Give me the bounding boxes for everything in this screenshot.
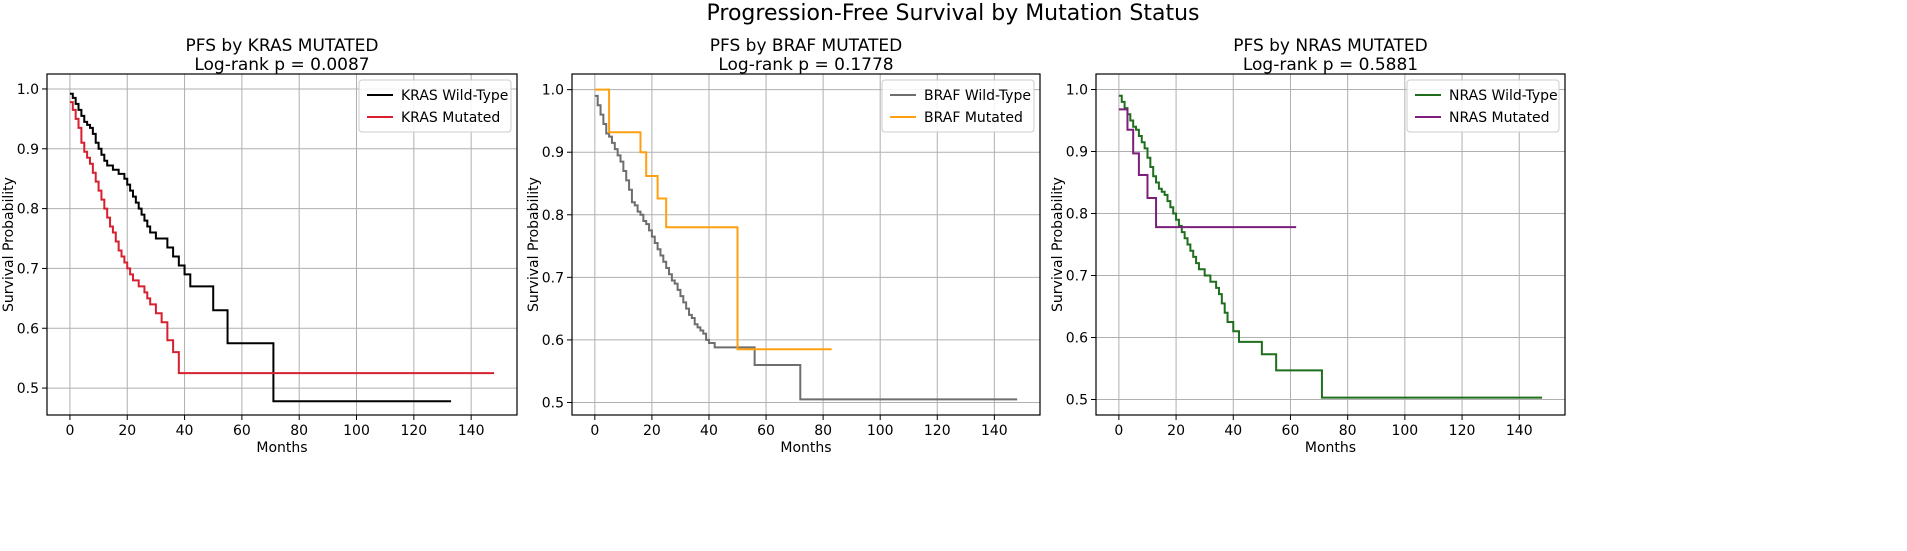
panel-2-legend-label-nras-mutated: NRAS Mutated [1449, 110, 1550, 126]
panel-0-xtick-label-60: 60 [233, 423, 251, 439]
panel-1-xtick-label-100: 100 [867, 423, 894, 439]
panel-2-frame [1095, 73, 1566, 416]
panel-2-legend-label-nras-wild-type: NRAS Wild-Type [1449, 88, 1558, 104]
panel-1-ytick-label-4: 0.9 [542, 145, 564, 161]
panel-1-pvalue: Log-rank p = 0.1778 [718, 55, 893, 75]
panel-0-ylabel: Survival Probability [1, 177, 17, 312]
panel-2-curve-nras-wild-type [1118, 94, 1543, 399]
panel-1-legend-box [881, 79, 1035, 133]
panel-1-ytick-label-2: 0.7 [542, 270, 564, 286]
panel-2-curve-nras-mutated [1118, 108, 1297, 229]
panel-2-xtick-label-120: 120 [1449, 423, 1476, 439]
panel-0-title: PFS by KRAS MUTATED [186, 36, 379, 56]
panel-1-legend-label-braf-wild-type: BRAF Wild-Type [924, 88, 1031, 104]
panel-0-ytick-label-5: 1.0 [17, 82, 39, 98]
panel-0-xtick-label-40: 40 [176, 423, 194, 439]
panel-2-xtick-label-0: 0 [1114, 423, 1123, 439]
panel-1-xtick-label-0: 0 [590, 423, 599, 439]
panel-0-xtick-label-120: 120 [400, 423, 427, 439]
panel-0-xtick-label-100: 100 [343, 423, 370, 439]
panel-2-xtick-label-80: 80 [1339, 423, 1357, 439]
panel-1-ytick-label-1: 0.6 [542, 333, 564, 349]
panel-2-xtick-label-60: 60 [1282, 423, 1300, 439]
panel-0-xtick-label-140: 140 [458, 423, 485, 439]
panel-0-curve-kras-mutated [69, 101, 495, 375]
figure-suptitle: Progression-Free Survival by Mutation St… [707, 1, 1200, 26]
panel-1-xtick-label-140: 140 [981, 423, 1008, 439]
panel-2-ytick-label-3: 0.8 [1066, 207, 1088, 223]
panel-2-ytick-label-5: 1.0 [1066, 83, 1088, 99]
panel-1-xtick-label-40: 40 [700, 423, 718, 439]
panel-0-ytick-label-0: 0.5 [17, 381, 39, 397]
panel-0-xtick-label-0: 0 [65, 423, 74, 439]
panel-0-ytick-label-1: 0.6 [17, 321, 39, 337]
panel-2-xtick-label-20: 20 [1167, 423, 1185, 439]
panel-1-xtick-label-80: 80 [814, 423, 832, 439]
panel-1-legend: BRAF Wild-Type BRAF Mutated [881, 79, 1035, 133]
panel-1-xtick-label-60: 60 [757, 423, 775, 439]
panel-2-xtick-label-40: 40 [1224, 423, 1242, 439]
panel-1-title: PFS by BRAF MUTATED [710, 36, 902, 56]
panel-2-ylabel: Survival Probability [1050, 177, 1066, 312]
panel-0-legend-label-kras-wild-type: KRAS Wild-Type [401, 88, 508, 104]
panel-1-legend-label-braf-mutated: BRAF Mutated [924, 110, 1023, 126]
panel-0-curve-kras-wild-type [69, 92, 452, 403]
panel-0-legend: KRAS Wild-Type KRAS Mutated [358, 79, 512, 133]
panel-2-title: PFS by NRAS MUTATED [1233, 36, 1428, 56]
panel-0-ytick-label-2: 0.7 [17, 261, 39, 277]
panel-1-ytick-label-3: 0.8 [542, 208, 564, 224]
panel-0-xtick-label-20: 20 [118, 423, 136, 439]
panel-2-ytick-label-0: 0.5 [1066, 393, 1088, 409]
panel-1-ylabel: Survival Probability [526, 177, 542, 312]
panel-1-xtick-label-120: 120 [924, 423, 951, 439]
panel-2-legend: NRAS Wild-Type NRAS Mutated [1406, 79, 1560, 133]
panel-0-pvalue: Log-rank p = 0.0087 [194, 55, 369, 75]
panel-1-xtick-label-20: 20 [643, 423, 661, 439]
panel-0-ytick-label-4: 0.9 [17, 142, 39, 158]
panel-2-ytick-label-2: 0.7 [1066, 269, 1088, 285]
panel-2-xlabel: Months [1305, 440, 1356, 456]
panel-2-xtick-label-100: 100 [1391, 423, 1418, 439]
panel-1-xlabel: Months [780, 440, 831, 456]
panel-2-ytick-label-1: 0.6 [1066, 331, 1088, 347]
panel-2-pvalue: Log-rank p = 0.5881 [1243, 55, 1418, 75]
panel-2-xtick-label-140: 140 [1506, 423, 1533, 439]
panel-1-ytick-label-0: 0.5 [542, 395, 564, 411]
panel-1-curve-braf-mutated [594, 88, 832, 351]
panel-2-legend-box [1406, 79, 1560, 133]
panel-0-frame [46, 73, 518, 416]
panel-2-ytick-label-4: 0.9 [1066, 145, 1088, 161]
panel-0-ytick-label-3: 0.8 [17, 202, 39, 218]
panel-1-curve-braf-wild-type [594, 94, 1018, 401]
panel-0-xtick-label-80: 80 [290, 423, 308, 439]
panel-1-ytick-label-5: 1.0 [542, 83, 564, 99]
panel-0-legend-box [358, 79, 512, 133]
panel-1-frame [571, 73, 1041, 416]
panel-0-legend-label-kras-mutated: KRAS Mutated [401, 110, 500, 126]
panel-0-xlabel: Months [256, 440, 307, 456]
